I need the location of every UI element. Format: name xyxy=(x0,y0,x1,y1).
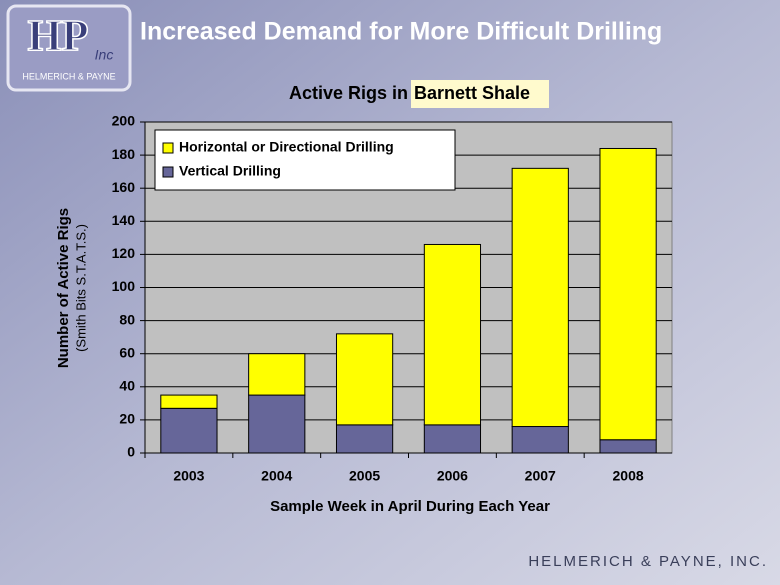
y-tick-label: 100 xyxy=(112,278,136,294)
bar-segment xyxy=(160,407,218,454)
legend-swatch xyxy=(162,142,174,154)
y-tick-label: 200 xyxy=(112,113,136,129)
legend-label: Horizontal or Directional Drilling xyxy=(179,139,394,155)
x-tick-label: 2006 xyxy=(437,468,468,484)
y-axis-label: Number of Active Rigs xyxy=(55,208,72,368)
bar-segment xyxy=(248,353,306,396)
x-tick-label: 2004 xyxy=(261,468,292,484)
x-axis-label: Sample Week in April During Each Year xyxy=(270,498,550,515)
logo-box xyxy=(6,4,132,92)
logo-suffix: Inc xyxy=(95,47,114,63)
logo-mark: HP xyxy=(27,11,88,60)
y-tick-label: 160 xyxy=(112,179,136,195)
legend-swatch xyxy=(162,166,174,178)
x-tick-label: 2005 xyxy=(349,468,380,484)
title-highlight-box xyxy=(411,80,549,108)
bar-segment xyxy=(335,333,394,426)
bar-segment xyxy=(335,424,394,454)
y-axis-sublabel: (Smith Bits S.T.A.T.S.) xyxy=(73,224,88,352)
y-tick-label: 60 xyxy=(119,344,135,360)
bar-segment xyxy=(160,394,218,409)
bar-segment xyxy=(599,439,657,454)
footer: HELMERICH & PAYNE, INC. xyxy=(528,553,768,570)
y-tick-label: 80 xyxy=(119,311,135,327)
bar-segment xyxy=(423,243,482,426)
chart-title: Active Rigs in xyxy=(289,83,408,103)
bar-segment xyxy=(511,426,569,454)
y-tick-label: 180 xyxy=(112,146,136,162)
legend-box xyxy=(154,129,456,191)
bar-segment xyxy=(423,424,482,454)
bar-segment xyxy=(511,167,569,428)
y-tick-label: 40 xyxy=(119,378,135,394)
legend-label: Vertical Drilling xyxy=(179,163,281,179)
x-tick-label: 2008 xyxy=(613,468,644,484)
x-tick-label: 2003 xyxy=(173,468,204,484)
slide-heading: Increased Demand for More Difficult Dril… xyxy=(140,18,662,46)
bar-segment xyxy=(248,394,306,454)
y-tick-label: 140 xyxy=(112,212,136,228)
y-tick-label: 20 xyxy=(119,411,135,427)
chart-title-highlight: Barnett Shale xyxy=(414,83,530,103)
logo-name: HELMERICH & PAYNE xyxy=(22,71,115,81)
y-tick-label: 0 xyxy=(127,444,135,460)
x-tick-label: 2007 xyxy=(525,468,556,484)
y-tick-label: 120 xyxy=(112,245,136,261)
bar-segment xyxy=(599,147,657,441)
